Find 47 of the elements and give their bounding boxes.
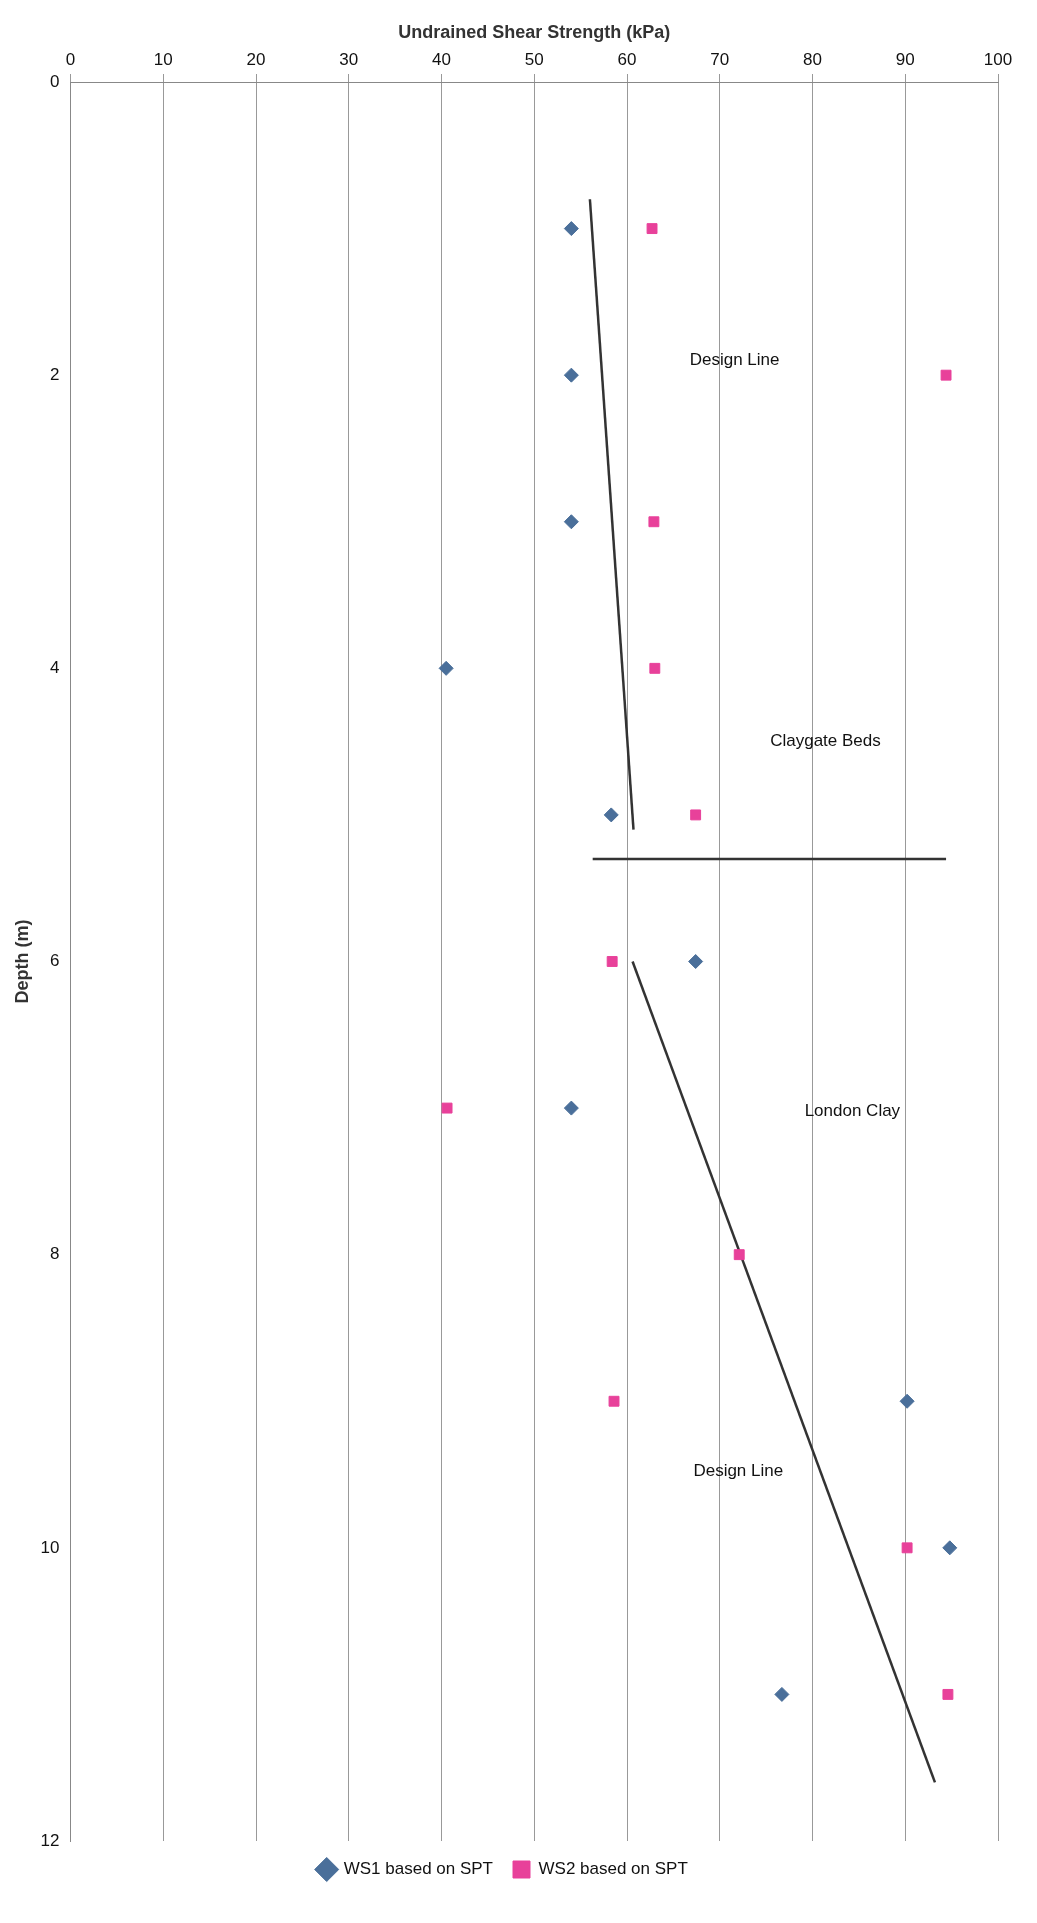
point [603,807,619,823]
point [901,1542,913,1554]
legend-label: WS1 based on SPT [343,1859,494,1879]
x-tick-label: 100 [983,50,1013,70]
point [649,662,661,674]
y-tick-label: 2 [50,364,60,384]
x-axis-title: Undrained Shear Strength (kPa) [398,21,671,42]
annotation: Design Line [693,1461,784,1481]
point [563,1100,579,1116]
y-tick-label: 6 [50,951,60,971]
point [688,954,704,969]
x-tick-label: 60 [617,50,637,70]
y-tick-label: 10 [40,1537,60,1557]
point [899,1393,915,1409]
x-tick-label: 20 [246,50,266,70]
point [438,660,454,676]
x-tick-label: 40 [432,50,451,70]
point [690,809,702,821]
y-axis-title: Depth (m) [11,919,32,1004]
point [441,1102,453,1114]
x-tick-label: 50 [524,50,544,70]
point [563,367,579,383]
point [563,221,579,237]
x-tick-label: 80 [803,50,822,70]
point [942,1540,958,1556]
x-tick-label: 10 [153,50,173,70]
point [563,514,579,530]
y-tick-label: 12 [40,1830,60,1850]
x-tick-label: 30 [339,50,359,70]
x-tick-label: 70 [710,50,730,70]
point [940,369,952,381]
annotation: Claygate Beds [770,731,881,751]
y-tick-label: 0 [50,71,60,91]
y-tick-label: 4 [50,658,60,678]
legend-label: WS2 based on SPT [538,1859,688,1879]
x-tick-label: 0 [65,50,76,70]
annotation: London Clay [804,1100,901,1120]
point [774,1686,790,1702]
point [608,1395,620,1407]
point [942,1688,954,1700]
y-tick-label: 8 [50,1244,60,1264]
point [606,956,618,967]
x-tick-label: 90 [895,50,915,70]
annotation: Design Line [689,349,780,369]
point [648,516,660,528]
point [733,1249,745,1261]
point [646,223,658,235]
